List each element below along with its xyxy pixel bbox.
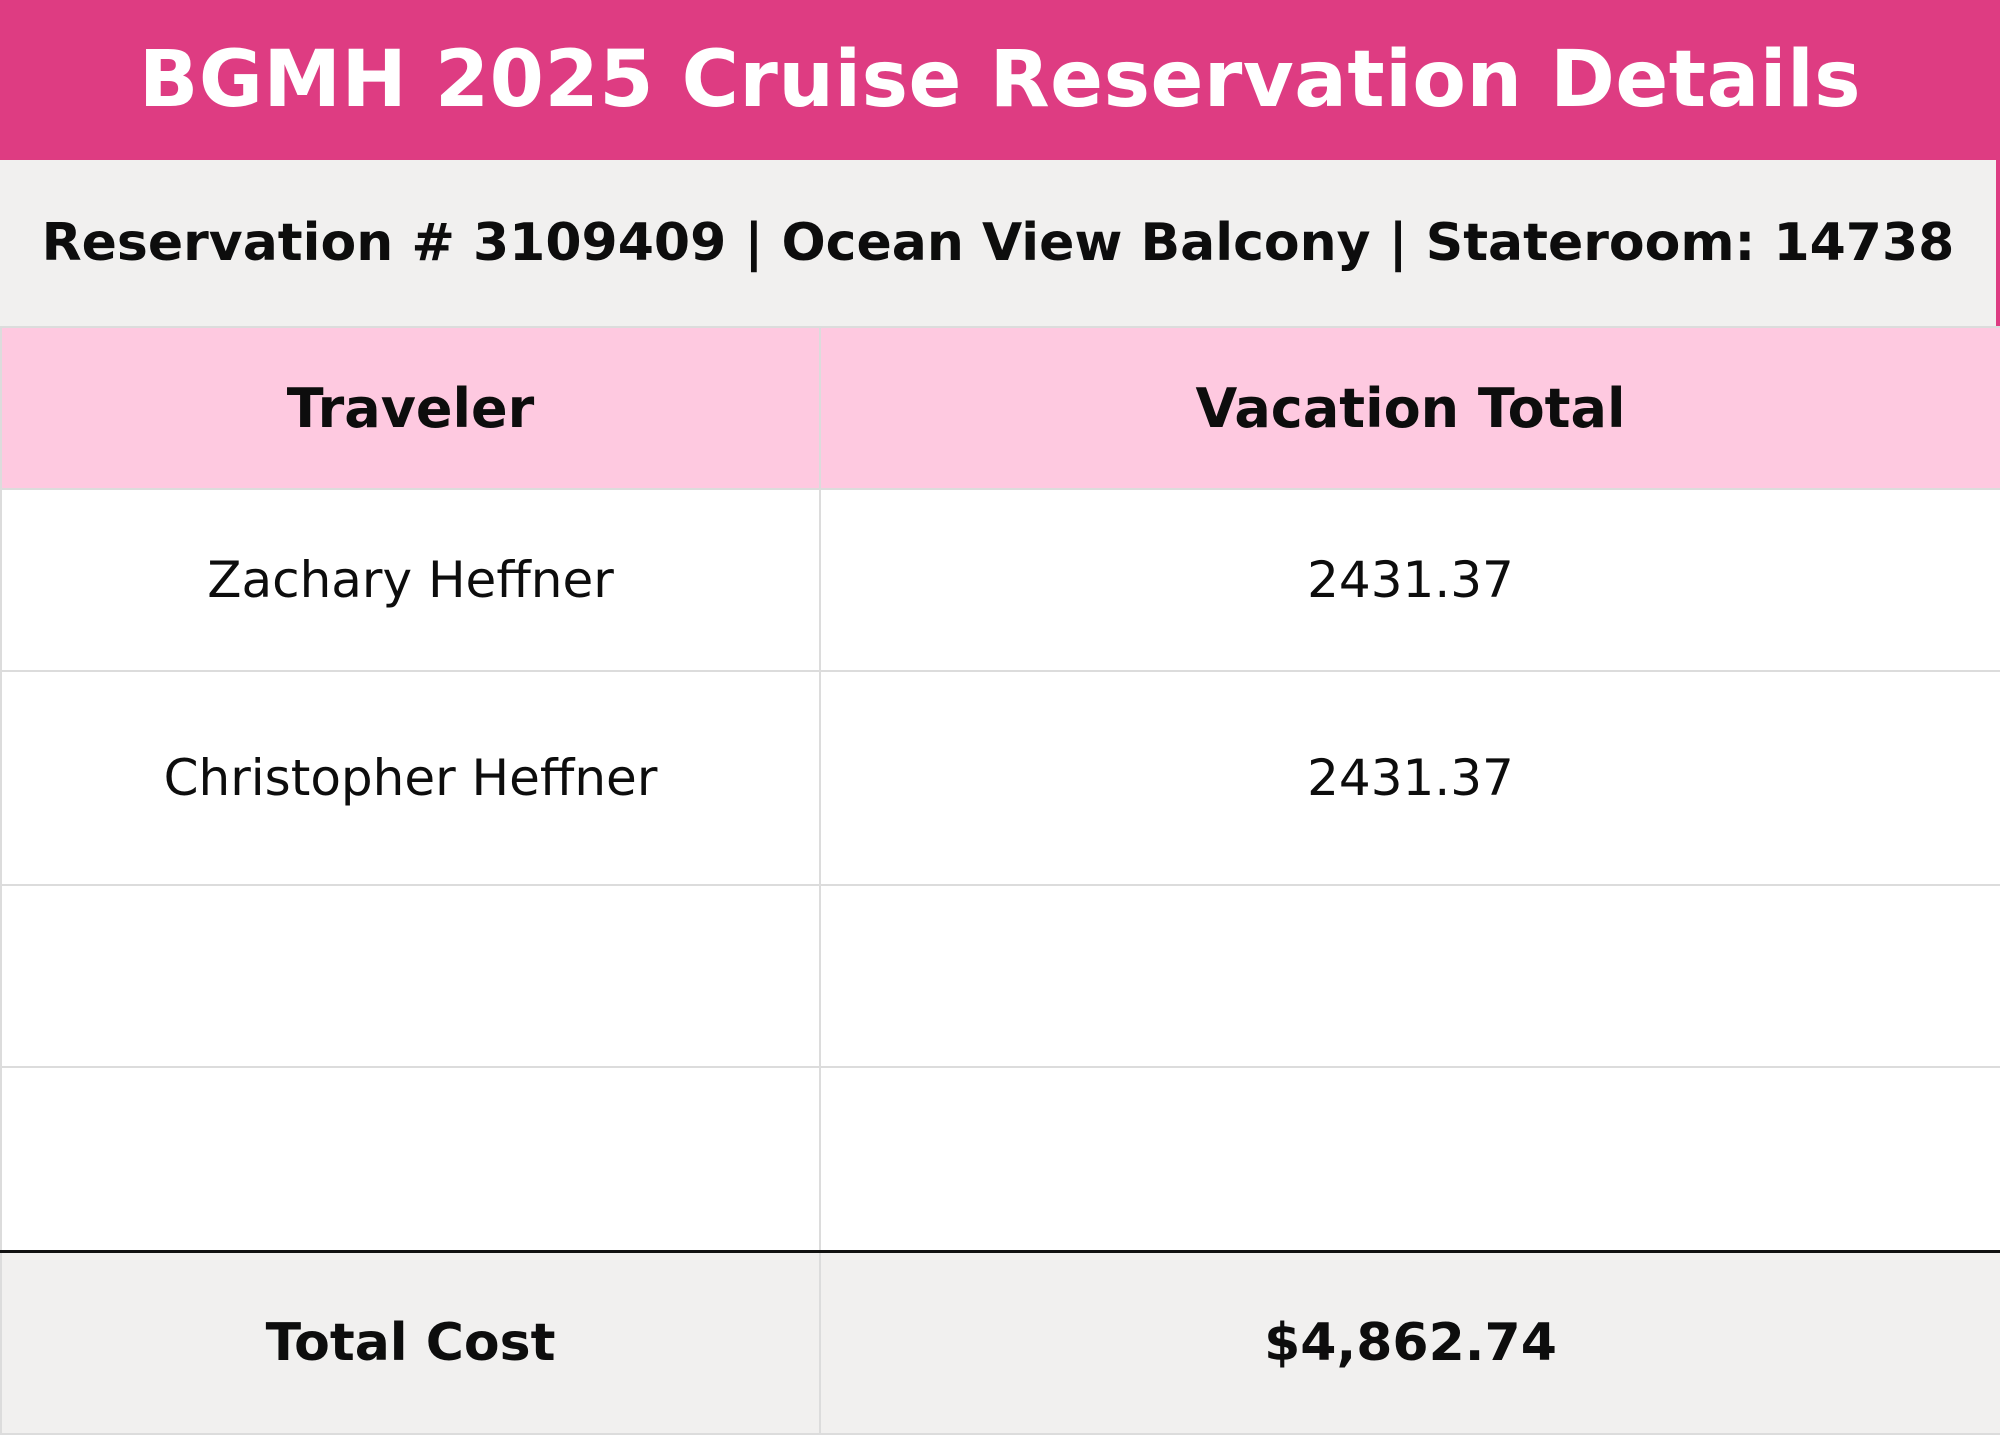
table-footer-row: Total Cost $4,862.74 bbox=[0, 1250, 2000, 1435]
title-bar: BGMH 2025 Cruise Reservation Details bbox=[0, 0, 2000, 160]
vacation-total-cell bbox=[819, 884, 2000, 1068]
table-row bbox=[0, 884, 2000, 1068]
vacation-total-cell: 2431.37 bbox=[819, 670, 2000, 886]
traveler-cell bbox=[0, 884, 821, 1068]
vacation-total-cell bbox=[819, 1066, 2000, 1253]
reservation-table: Traveler Vacation Total Zachary Heffner … bbox=[0, 326, 2000, 1435]
page-title: BGMH 2025 Cruise Reservation Details bbox=[138, 35, 1862, 125]
column-header-traveler: Traveler bbox=[0, 326, 821, 490]
traveler-cell bbox=[0, 1066, 821, 1253]
vacation-total-cell: 2431.37 bbox=[819, 488, 2000, 672]
table-header-row: Traveler Vacation Total bbox=[0, 326, 2000, 490]
table-row: Christopher Heffner 2431.37 bbox=[0, 670, 2000, 886]
traveler-cell: Zachary Heffner bbox=[0, 488, 821, 672]
total-cost-label: Total Cost bbox=[0, 1250, 821, 1435]
traveler-cell: Christopher Heffner bbox=[0, 670, 821, 886]
table-row: Zachary Heffner 2431.37 bbox=[0, 488, 2000, 672]
total-cost-value: $4,862.74 bbox=[819, 1250, 2000, 1435]
table-row bbox=[0, 1066, 2000, 1253]
reservation-summary: Reservation # 3109409 | Ocean View Balco… bbox=[41, 213, 1955, 273]
reservation-summary-bar: Reservation # 3109409 | Ocean View Balco… bbox=[0, 160, 2000, 326]
column-header-vacation-total: Vacation Total bbox=[819, 326, 2000, 490]
